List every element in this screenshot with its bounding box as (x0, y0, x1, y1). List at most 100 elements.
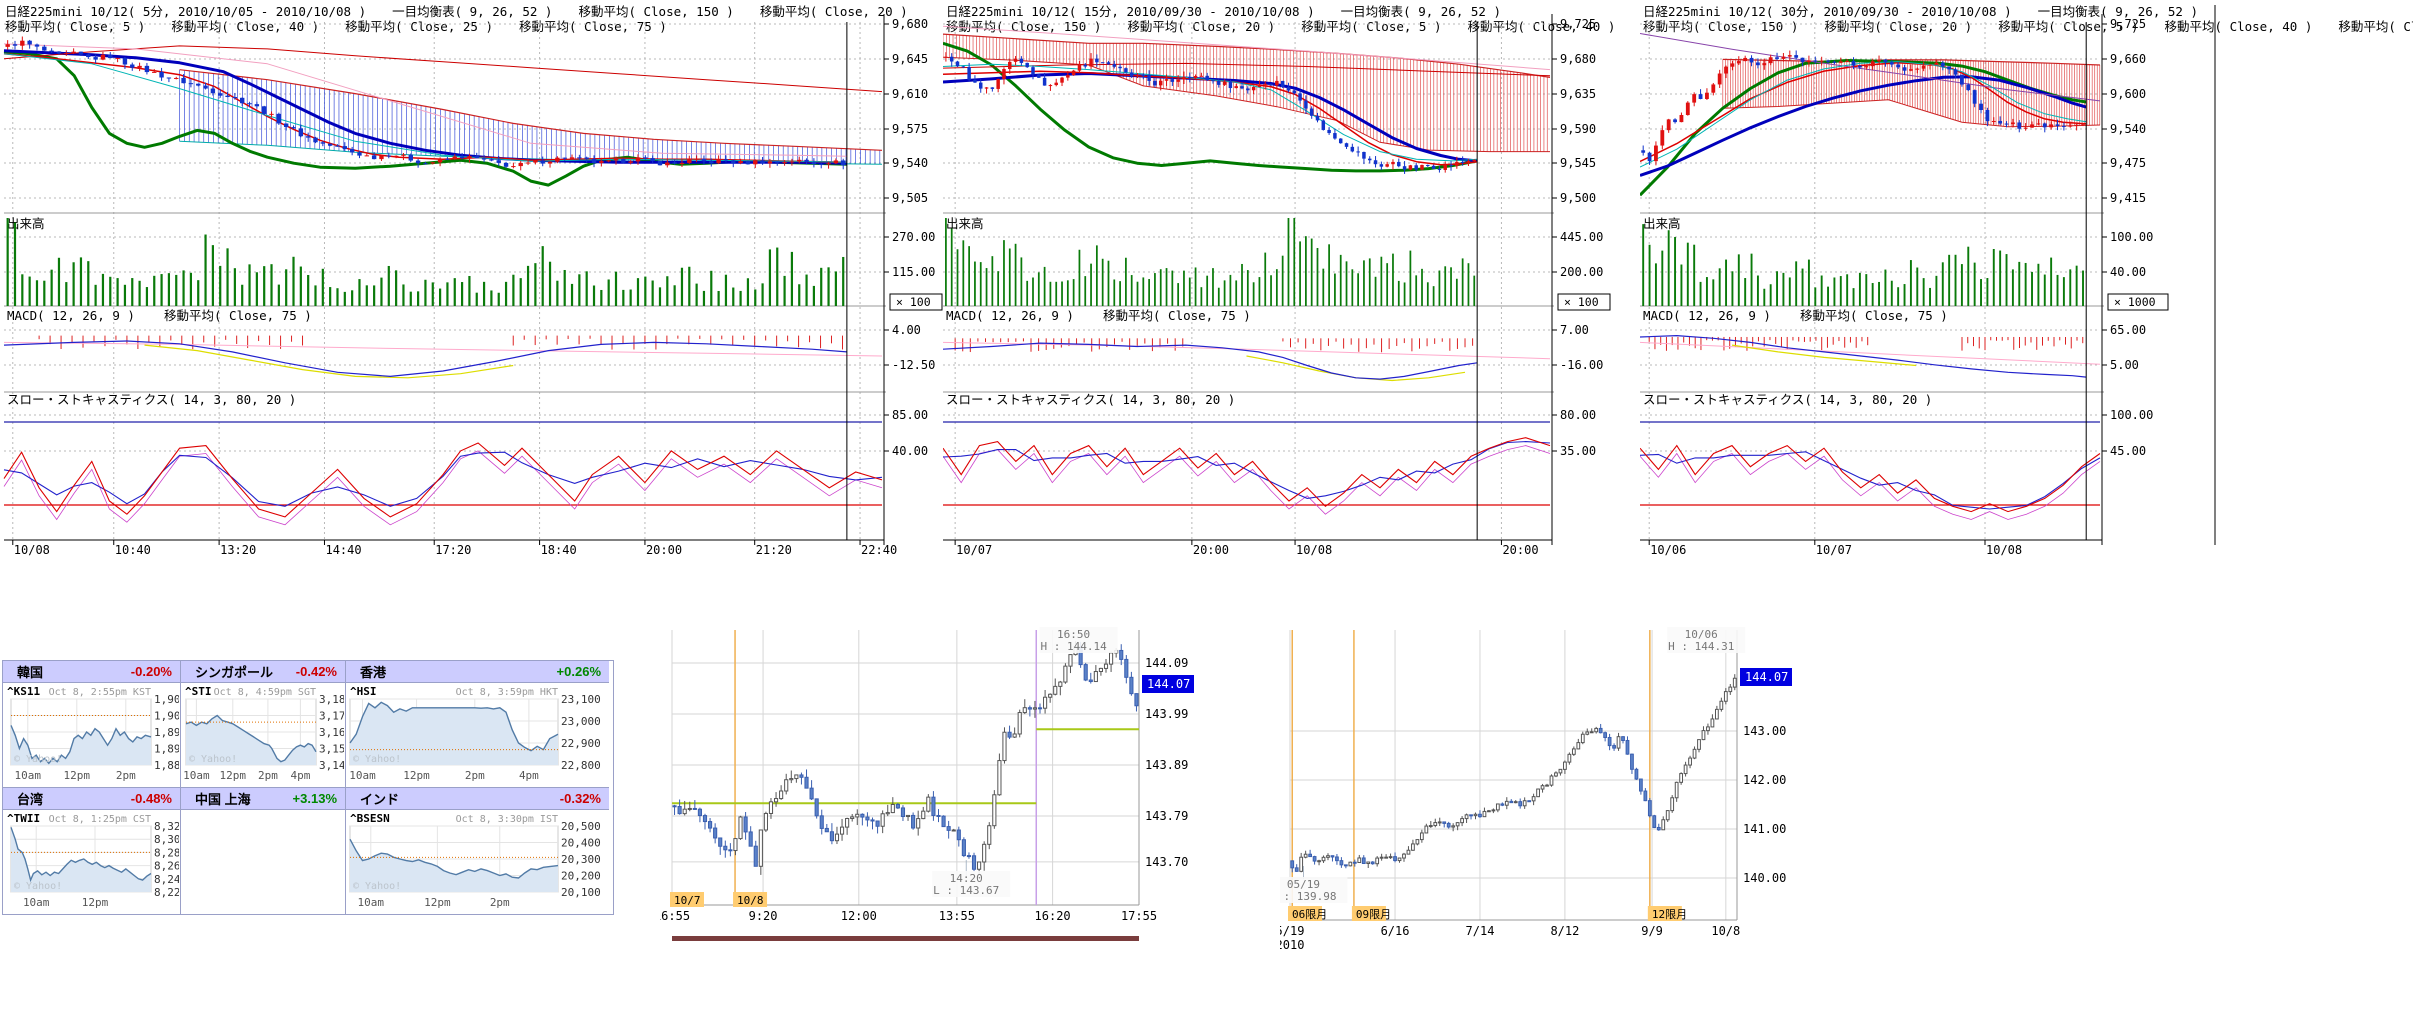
candle (1800, 57, 1805, 63)
chart-panel-nikkei_15min[interactable]: 日経225mini 10/12( 15分, 2010/09/30 - 2010/… (943, 0, 1643, 570)
candle (42, 46, 47, 51)
candle (1058, 681, 1063, 687)
volume-bar (1061, 281, 1063, 306)
candle (1397, 857, 1402, 862)
stoch-d-line (3, 451, 883, 507)
candle (1749, 57, 1754, 63)
volume-bar (1699, 281, 1702, 306)
moving-average-line-4 (1640, 61, 2087, 168)
candle (1647, 800, 1652, 817)
volume-bar (2011, 269, 2014, 306)
candle (672, 162, 677, 164)
mini-y-tick: 20,400 (561, 837, 601, 850)
volume-bar (1795, 261, 1798, 306)
candle (481, 158, 487, 160)
candle (1838, 61, 1843, 63)
market-name: 中国 上海 (195, 792, 251, 807)
volume-bar (329, 287, 332, 306)
candle (738, 161, 743, 164)
mini-x-tick: 10am (349, 769, 376, 782)
market-tile-^HSI[interactable]: 香港 +0.26% ^HSI Oct 8, 3:59pm HKT 23,100 23,00… (346, 661, 609, 788)
candle (1129, 676, 1134, 695)
candle (1384, 856, 1388, 859)
volume-bar (153, 275, 156, 306)
candle (1031, 67, 1035, 75)
candle (430, 162, 435, 164)
price-tick-label: 9,500 (1560, 191, 1596, 205)
nikkei_30min-canvas[interactable]: 出来高 MACD( 12, 26, 9 ) 移動平均( Close, 75 ) スロー… (1640, 0, 2416, 570)
candle (1478, 813, 1482, 818)
candle (1118, 66, 1122, 69)
candle (1634, 768, 1639, 780)
candle (900, 807, 906, 818)
volume-bar (285, 269, 288, 306)
candle (1832, 61, 1837, 63)
high-annotation-value: H : 144.14 (1041, 640, 1108, 653)
stoch-tick-label: 45.00 (2110, 444, 2146, 458)
fx_intraday-canvas[interactable]: 144.09 143.99 143.89 143.79 143.70 144.07 16:5… (660, 620, 1250, 970)
candle (944, 56, 948, 58)
candle (2068, 125, 2073, 127)
nikkei_5min-canvas[interactable]: 出来高 MACD( 12, 26, 9 ) 移動平均( Close, 75 ) スロー… (2, 0, 943, 570)
market-tile-^BSESN[interactable]: インド -0.32% ^BSESN Oct 8, 3:30pm IST 20,500 20… (346, 788, 609, 914)
candle (1330, 855, 1335, 858)
time-tick-label: 17:20 (435, 543, 471, 557)
low-annotation-time: 14:20 (950, 872, 983, 885)
candle (1460, 818, 1464, 824)
candle (977, 861, 982, 870)
mini-y-tick: 20,100 (561, 886, 601, 899)
candle (130, 64, 135, 68)
fx_daily-canvas[interactable]: 143.00 142.00 141.00 140.00 144.07 10/06H : 1… (1280, 620, 1880, 985)
candle (555, 157, 560, 162)
low-annotation-bg (1280, 877, 1348, 903)
volume-bar (2024, 262, 2027, 306)
candle (941, 815, 946, 828)
candle (880, 813, 885, 827)
candle (1025, 62, 1029, 68)
candle (773, 798, 779, 803)
time-tick-label: 5/19 (1280, 924, 1304, 938)
candle (1711, 84, 1716, 93)
volume-bar (768, 249, 772, 306)
volume-bar (710, 270, 713, 306)
candle (1504, 800, 1509, 806)
candle (122, 57, 128, 65)
candle (1205, 75, 1209, 81)
candle (1077, 64, 1082, 71)
macd-signal-line (144, 344, 514, 379)
volume-bar (1066, 280, 1069, 306)
candle (437, 158, 443, 163)
candle (753, 845, 758, 867)
price-tick-label: 9,600 (2110, 87, 2146, 101)
candle (697, 808, 702, 817)
chart-panel-nikkei_5min[interactable]: 日経225mini 10/12( 5分, 2010/10/05 - 2010/1… (2, 0, 943, 570)
stoch-tick-label: 100.00 (2110, 408, 2153, 422)
volume-bar (2056, 274, 2059, 306)
candle (2023, 127, 2028, 129)
chart-panel-nikkei_30min[interactable]: 日経225mini 10/12( 30分, 2010/09/30 - 2010/… (1640, 0, 2416, 570)
indicator-label: 移動平均( Close, 20 ) (1127, 19, 1276, 34)
candle (789, 161, 795, 163)
fx-chart-fx_daily[interactable]: 143.00 142.00 141.00 140.00 144.07 10/06 H : 1… (1280, 620, 1880, 985)
market-tile-中国 上海[interactable]: 中国 上海 +3.13% (181, 788, 346, 914)
candle (1095, 58, 1099, 63)
fx-chart-fx_intraday[interactable]: 144.09 143.99 143.89 143.79 143.70 144.07 16:5… (660, 620, 1250, 970)
candle (1246, 88, 1250, 91)
nikkei_15min-canvas[interactable]: 出来高 MACD( 12, 26, 9 ) 移動平均( Close, 75 ) スロー… (943, 0, 1643, 570)
candle (692, 807, 697, 810)
chart-scrollbar[interactable] (672, 936, 1139, 941)
volume-bar (1642, 224, 1645, 306)
volume-bar (1948, 254, 1951, 306)
market-tile-^TWII[interactable]: 台湾 -0.48% ^TWII Oct 8, 1:25pm CST8,3208,300… (3, 788, 187, 914)
candle (349, 149, 355, 153)
candle (789, 778, 794, 781)
market-timestamp: Oct 8, 4:59pm SGT (214, 687, 316, 698)
candle (1153, 80, 1157, 86)
